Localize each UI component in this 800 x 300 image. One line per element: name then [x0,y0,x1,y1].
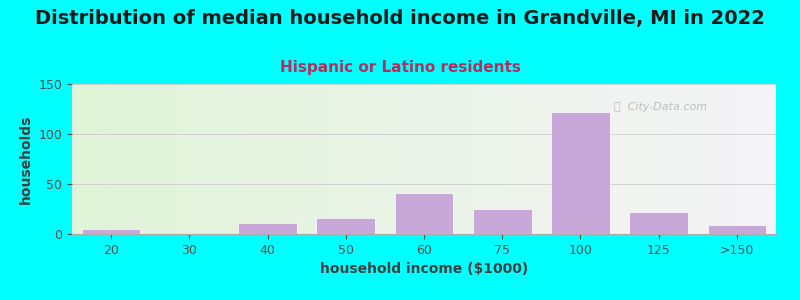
Text: Hispanic or Latino residents: Hispanic or Latino residents [279,60,521,75]
Bar [630,212,688,234]
Text: Distribution of median household income in Grandville, MI in 2022: Distribution of median household income … [35,9,765,28]
Bar [394,193,454,234]
Bar [473,209,531,234]
Bar [551,112,610,234]
Bar [707,225,766,234]
Bar [317,218,375,234]
Text: ⓘ  City-Data.com: ⓘ City-Data.com [614,101,707,112]
Bar [82,229,141,234]
Bar [238,223,297,234]
Y-axis label: households: households [19,114,33,204]
X-axis label: household income ($1000): household income ($1000) [320,262,528,276]
